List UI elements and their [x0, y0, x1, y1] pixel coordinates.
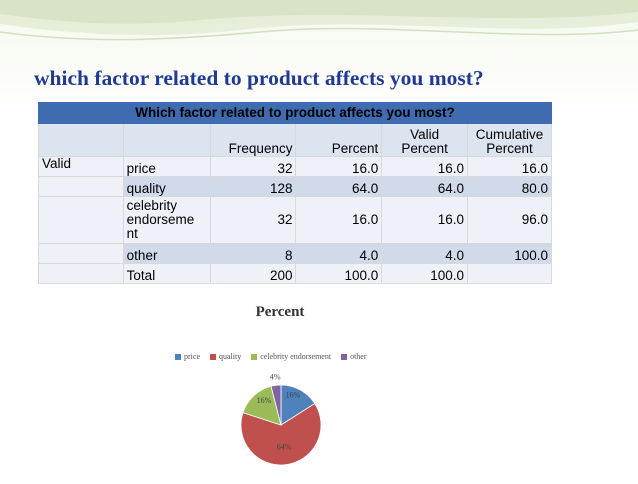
header-text-line: Percent [401, 141, 448, 156]
row-label: celebrity endorseme nt [122, 196, 211, 244]
data-label: 4% [270, 372, 281, 381]
decorative-wave-band [0, 0, 638, 60]
cell-percent: 100.0 [295, 263, 383, 284]
legend-swatch [210, 354, 216, 361]
row-label: Total [122, 263, 211, 284]
legend-swatch [251, 354, 258, 361]
row-label: price [122, 156, 211, 177]
legend-label: quality [219, 352, 242, 361]
empty-cell [38, 263, 124, 284]
cell-percent: 64.0 [295, 176, 383, 197]
cell-cumulative-percent: 96.0 [467, 196, 552, 244]
table-caption: Which factor related to product affects … [38, 102, 552, 124]
cell-percent: 16.0 [295, 156, 383, 177]
legend-label: price [184, 352, 200, 361]
header-text: Frequency [228, 141, 293, 156]
cell-valid-percent: 16.0 [381, 196, 469, 244]
table-caption-row: Which factor related to product affects … [38, 102, 552, 124]
header-frequency: Frequency [209, 123, 297, 157]
header-text-line: Percent [486, 141, 533, 156]
table-header-row: Frequency Percent Valid Percent Cumulativ… [38, 123, 552, 157]
legend-label: celebrity endorsement [260, 352, 332, 361]
slide-title: which factor related to product affects … [34, 66, 484, 90]
pie-slice-other [270, 384, 282, 426]
cell-cumulative-percent: 16.0 [467, 156, 552, 177]
header-text: Percent [331, 141, 379, 156]
cell-cumulative-percent: 80.0 [467, 176, 552, 197]
cell-valid-percent: 100.0 [381, 263, 469, 284]
chart-title: Percent [255, 304, 305, 320]
group-label: Valid [38, 156, 124, 177]
legend-item: other [341, 352, 367, 361]
legend-item: price [175, 352, 200, 361]
row-label: quality [122, 176, 211, 197]
cell-frequency: 128 [209, 176, 297, 197]
empty-cell [38, 176, 124, 197]
row-label-line: endorseme [126, 212, 195, 227]
row-label-line: celebrity [126, 198, 177, 213]
cell-valid-percent: 64.0 [381, 176, 469, 197]
header-cumulative-percent: Cumulative Percent [467, 123, 552, 157]
cell-percent: 4.0 [295, 243, 383, 264]
row-label: other [122, 243, 211, 264]
chart-legend: price quality celebrity endorsement other [175, 352, 377, 361]
table-row: quality 128 64.0 64.0 80.0 [38, 176, 552, 197]
cell-percent: 16.0 [295, 196, 383, 244]
cell-valid-percent: 16.0 [381, 156, 469, 177]
pie-chart-svg: 16% 64% 16% 4% [240, 372, 322, 466]
header-text-line: Cumulative [475, 127, 544, 142]
cell-frequency: 32 [209, 196, 297, 244]
table-row: Valid price 32 16.0 16.0 16.0 [38, 156, 552, 177]
data-label: 64% [277, 443, 292, 452]
empty-cell [38, 196, 124, 244]
legend-swatch [175, 354, 181, 361]
header-empty-cell [122, 123, 211, 157]
cell-cumulative-percent: 100.0 [467, 243, 552, 264]
cell-frequency: 32 [209, 156, 297, 177]
legend-item: quality [210, 352, 241, 361]
cell-valid-percent: 4.0 [381, 243, 469, 264]
legend-label: other [350, 352, 367, 361]
cell-frequency: 8 [209, 243, 297, 264]
legend-item: celebrity endorsement [251, 352, 331, 361]
pie-chart: Percent price quality celebrity endorsemen… [0, 295, 638, 479]
data-label: 16% [286, 390, 301, 399]
row-label-line: nt [126, 226, 138, 241]
table-row: other 8 4.0 4.0 100.0 [38, 243, 552, 264]
table-row: celebrity endorseme nt 32 16.0 16.0 96.0 [38, 196, 552, 244]
cell-frequency: 200 [209, 263, 297, 284]
header-empty-cell [38, 123, 124, 157]
empty-cell [38, 243, 124, 264]
frequency-table: Which factor related to product affects … [38, 102, 552, 284]
legend-swatch [341, 354, 348, 361]
header-percent: Percent [295, 123, 383, 157]
header-text-line: Valid [410, 127, 440, 142]
table-row-total: Total 200 100.0 100.0 [38, 263, 552, 284]
header-valid-percent: Valid Percent [381, 123, 469, 157]
data-label: 16% [257, 396, 272, 405]
cell-cumulative-percent [467, 263, 552, 284]
